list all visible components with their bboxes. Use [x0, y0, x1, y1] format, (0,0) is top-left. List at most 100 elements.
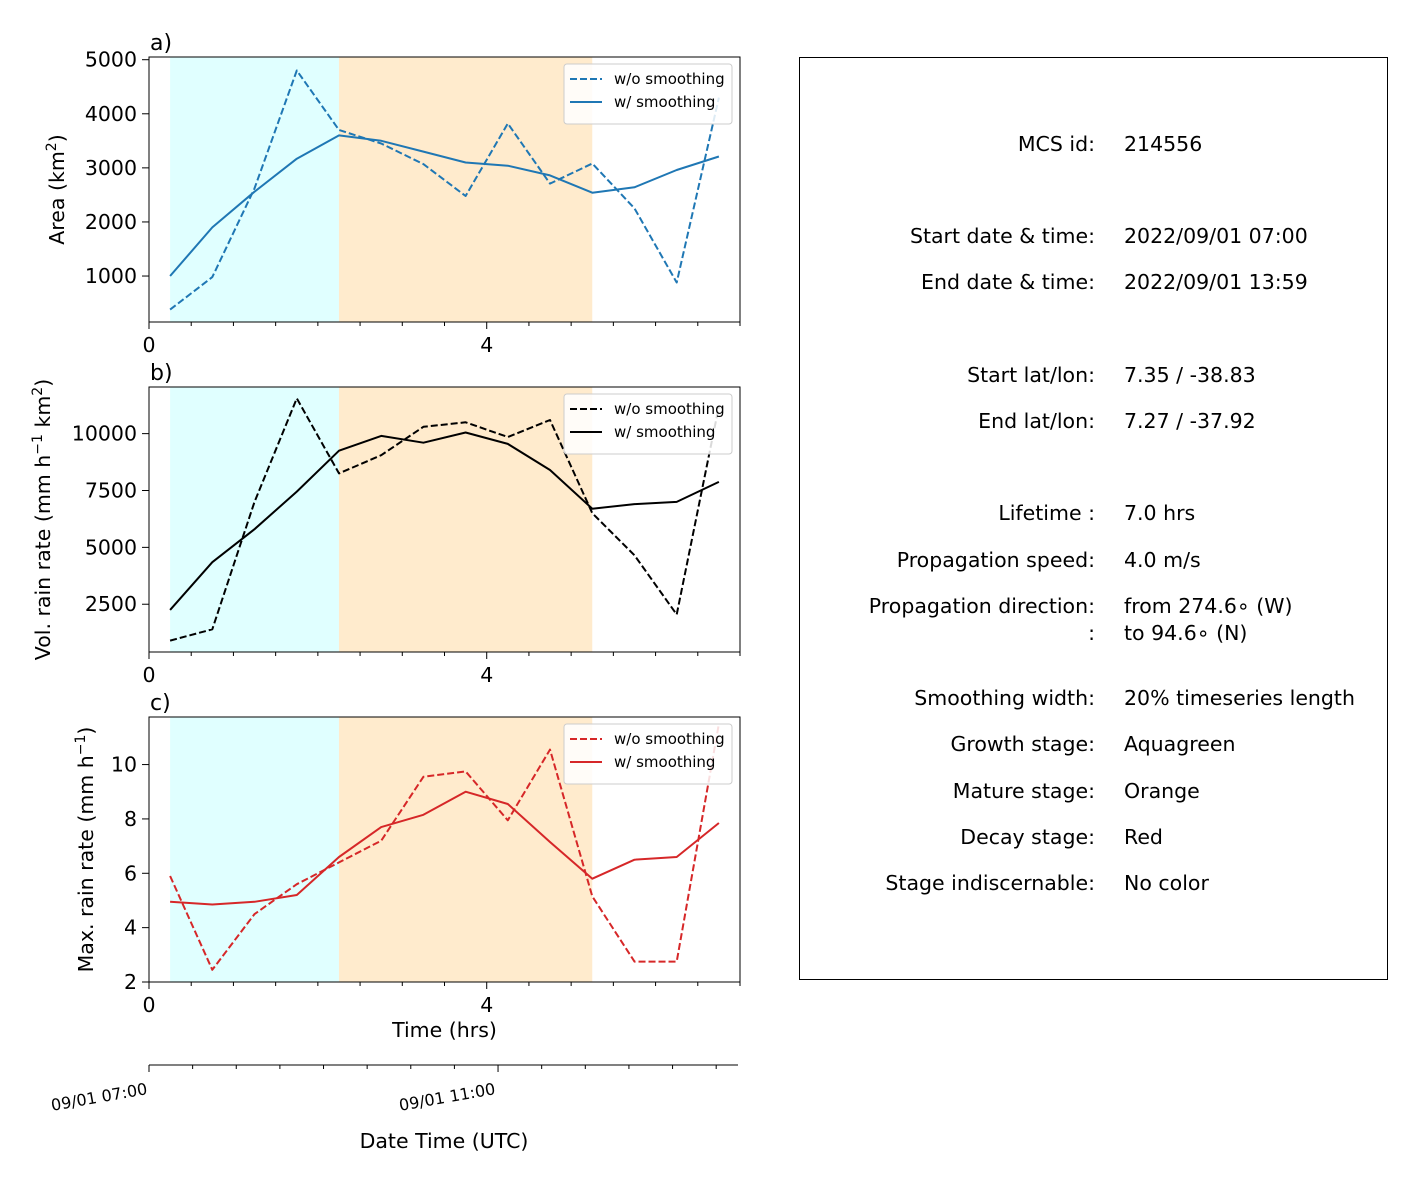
info-label: Decay stage: — [960, 825, 1095, 849]
y-axis-label: Area (km2) — [44, 134, 69, 244]
info-value: Red — [1124, 825, 1163, 849]
info-label: Smoothing width: — [914, 686, 1095, 710]
y-tick-label: 4000 — [85, 102, 137, 126]
stage-band-growth — [170, 387, 339, 652]
y-axis-label-part: ) — [31, 379, 55, 387]
stage-band-mature — [338, 57, 593, 322]
info-value: from 274.6∘ (W) — [1124, 594, 1293, 618]
datetime-axis-label: Date Time (UTC) — [360, 1129, 529, 1153]
stage-band-mature — [338, 717, 593, 982]
y-axis-label: Vol. rain rate (mm h−1 km2) — [30, 379, 55, 660]
y-tick-label: 1000 — [85, 264, 137, 288]
info-label: Lifetime : — [998, 501, 1095, 525]
x-tick-label: 4 — [480, 333, 493, 357]
info-value: 7.0 hrs — [1124, 501, 1196, 525]
series-line-smoothed — [169, 134, 720, 277]
y-tick-label: 8 — [124, 807, 137, 831]
datetime-axis-ticks — [148, 1065, 717, 1072]
info-value: 214556 — [1124, 132, 1203, 156]
info-value: 7.35 / -38.83 — [1124, 363, 1256, 387]
info-value: 20% timeseries length — [1124, 686, 1355, 710]
x-tick-label: 0 — [142, 663, 155, 687]
y-tick-label: 2500 — [85, 592, 137, 616]
info-label: Start date & time: — [909, 224, 1095, 248]
y-tick-label: 6 — [124, 861, 137, 885]
y-axis-label-part: km — [31, 396, 55, 434]
y-tick-label: 7500 — [85, 478, 137, 502]
info-value: Aquagreen — [1124, 732, 1236, 756]
legend: w/o smoothing w/ smoothing — [563, 723, 733, 785]
info-label: : — [1088, 621, 1095, 645]
series-line-smoothed — [169, 431, 720, 611]
legend-label: w/ smoothing — [614, 93, 715, 111]
y-tick-label: 2000 — [85, 210, 137, 234]
legend-label: w/ smoothing — [614, 753, 715, 771]
panel-label: a) — [150, 31, 172, 56]
x-tick-label: 4 — [480, 663, 493, 687]
datetime-tick-label: 09/01 07:00 — [50, 1079, 149, 1115]
legend-box — [563, 393, 733, 455]
info-value: 2022/09/01 13:59 — [1124, 270, 1308, 294]
info-value: 2022/09/01 07:00 — [1124, 224, 1308, 248]
info-value: to 94.6∘ (N) — [1124, 621, 1248, 645]
stage-band-growth — [170, 717, 339, 982]
info-label: MCS id: — [1017, 132, 1095, 156]
series-line-smoothed — [170, 790, 720, 906]
legend-label: w/o smoothing — [614, 400, 725, 418]
y-tick-label: 3000 — [85, 156, 137, 180]
panel-1: 1000 2000 3000 4000 5000 0 4 a) Area (km2) w/o sm… — [44, 31, 741, 357]
panel-label: b) — [150, 361, 173, 386]
info-value: No color — [1124, 871, 1209, 895]
legend: w/o smoothing w/ smoothing — [563, 393, 733, 455]
legend-label: w/ smoothing — [614, 423, 715, 441]
series-line-unsmoothed — [169, 69, 720, 311]
y-tick-label: 5000 — [85, 48, 137, 72]
info-value: Orange — [1124, 779, 1200, 803]
y-tick-label: 2 — [124, 970, 137, 994]
x-axis-label: Time (hrs) — [391, 1018, 497, 1042]
info-label: End lat/lon: — [978, 409, 1095, 433]
y-axis-label: Max. rain rate (mm h−1) — [73, 727, 98, 973]
series-line-unsmoothed — [169, 723, 720, 971]
y-axis-label-part: ) — [45, 134, 69, 142]
info-label: Propagation speed: — [896, 548, 1095, 572]
legend: w/o smoothing w/ smoothing — [563, 63, 733, 125]
x-tick-label: 4 — [480, 993, 493, 1017]
y-axis-label-superscript: −1 — [73, 735, 89, 756]
info-value: 4.0 m/s — [1124, 548, 1201, 572]
y-tick-label: 10 — [111, 753, 137, 777]
y-axis-label-part: Vol. rain rate (mm h — [31, 455, 55, 661]
info-label: Growth stage: — [950, 732, 1095, 756]
info-label: Stage indiscernable: — [885, 871, 1095, 895]
x-tick-label: 0 — [142, 333, 155, 357]
datetime-axis: 09/01 07:00 09/01 11:00 Date Time (UTC) — [50, 1064, 738, 1153]
y-axis-label-superscript: 2 — [30, 387, 46, 396]
legend-label: w/o smoothing — [614, 70, 725, 88]
info-label: Start lat/lon: — [967, 363, 1095, 387]
y-axis-label-part: ) — [74, 727, 98, 735]
info-label: End date & time: — [921, 270, 1095, 294]
y-tick-label: 5000 — [85, 535, 137, 559]
y-axis-label-superscript: −1 — [30, 434, 46, 455]
stage-band-mature — [338, 387, 593, 652]
info-label: Mature stage: — [952, 779, 1095, 803]
x-tick-label: 0 — [142, 993, 155, 1017]
info-panel-box — [799, 57, 1388, 980]
legend-box — [563, 63, 733, 125]
y-tick-label: 4 — [124, 916, 137, 940]
y-axis-label-part: Area (km — [45, 151, 69, 245]
series-line-unsmoothed — [169, 397, 720, 642]
datetime-tick-label: 09/01 11:00 — [398, 1079, 497, 1115]
panel-3: 2 4 6 8 10 0 4 c) Max. rain rate (mm h−1) Time (h… — [73, 691, 741, 1042]
info-value: 7.27 / -37.92 — [1124, 409, 1256, 433]
info-label: Propagation direction: — [868, 594, 1095, 618]
legend-label: w/o smoothing — [614, 730, 725, 748]
y-axis-label-part: Max. rain rate (mm h — [74, 755, 98, 972]
y-tick-label: 10000 — [72, 422, 137, 446]
panel-2: 2500 5000 7500 10000 0 4 b) Vol. rain rate (mm … — [30, 361, 741, 687]
legend-box — [563, 723, 733, 785]
y-axis-label-superscript: 2 — [44, 142, 60, 151]
panel-label: c) — [150, 691, 171, 716]
